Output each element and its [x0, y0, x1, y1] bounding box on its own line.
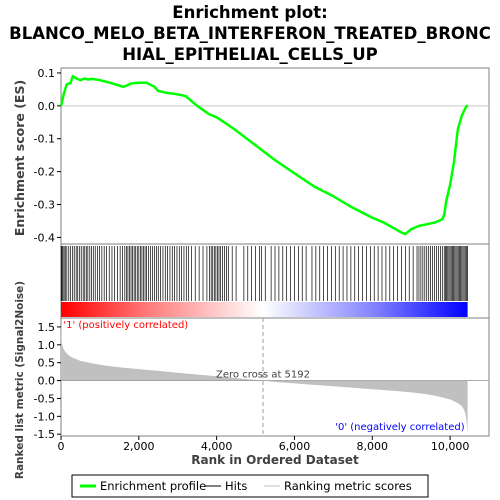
- positive-correlated-label: '1' (positively correlated): [63, 320, 188, 331]
- x-axis-label: Rank in Ordered Dataset: [191, 453, 359, 467]
- legend-ranking-label: Ranking metric scores: [284, 479, 412, 493]
- es-y-tick-label: -0.2: [34, 166, 55, 179]
- x-tick-label: 0: [58, 440, 65, 453]
- x-axis: 0 2,000 4,000 6,000 8,000 10,000: [58, 436, 470, 453]
- metric-y-tick-label: 1.0: [38, 339, 56, 352]
- x-tick-label: 8,000: [357, 440, 389, 453]
- ranking-color-bar: [61, 302, 468, 317]
- metric-y-tick-label: 1.5: [38, 321, 56, 334]
- metric-y-tick-label: -1.5: [34, 428, 55, 441]
- chart-title-line-2: BLANCO_MELO_BETA_INTERFERON_TREATED_BRON…: [9, 24, 491, 43]
- metric-y-tick-label: -1.0: [34, 410, 55, 423]
- es-panel-frame: [60, 67, 490, 245]
- legend-box: [71, 474, 429, 498]
- x-tick-label: 6,000: [279, 440, 311, 453]
- chart-title-line-3: HIAL_EPITHELIAL_CELLS_UP: [122, 45, 378, 64]
- chart-title-line-1: Enrichment plot:: [172, 3, 327, 22]
- es-y-tick-label: -0.3: [34, 199, 55, 212]
- metric-panel: 1.5 1.0 0.5 0.0 -0.5 -1.0 -1.5 Zero cross at 51…: [34, 318, 489, 441]
- es-y-tick-label: 0.1: [38, 67, 56, 80]
- metric-y-axis-label: Ranked list metric (Signal2Noise): [14, 281, 26, 479]
- enrichment-profile-line: [59, 74, 469, 236]
- metric-y-tick-label: 0.5: [38, 357, 56, 370]
- hits-panel: [60, 246, 468, 317]
- negative-correlated-label: '0' (negatively correlated): [335, 422, 464, 433]
- x-tick-label: 2,000: [123, 440, 155, 453]
- es-panel: 0.1 0.0 -0.1 -0.2 -0.3 -0.4: [34, 67, 489, 244]
- legend: Enrichment profile Hits Ranking metric s…: [71, 474, 429, 498]
- es-y-tick-label: 0.0: [38, 100, 56, 113]
- es-y-tick-label: -0.1: [34, 133, 55, 146]
- metric-y-tick-label: -0.5: [34, 392, 55, 405]
- es-y-tick-label: -0.4: [34, 231, 55, 244]
- es-y-axis-label: Enrichment score (ES): [12, 80, 27, 236]
- legend-hits-label: Hits: [225, 479, 247, 493]
- metric-y-tick-label: 0.0: [38, 375, 56, 388]
- x-tick-label: 4,000: [201, 440, 233, 453]
- ranking-metric-area: [61, 321, 468, 433]
- x-tick-label: 10,000: [431, 440, 470, 453]
- legend-enrichment-label: Enrichment profile: [100, 479, 206, 493]
- zero-cross-label: Zero cross at 5192: [216, 370, 310, 381]
